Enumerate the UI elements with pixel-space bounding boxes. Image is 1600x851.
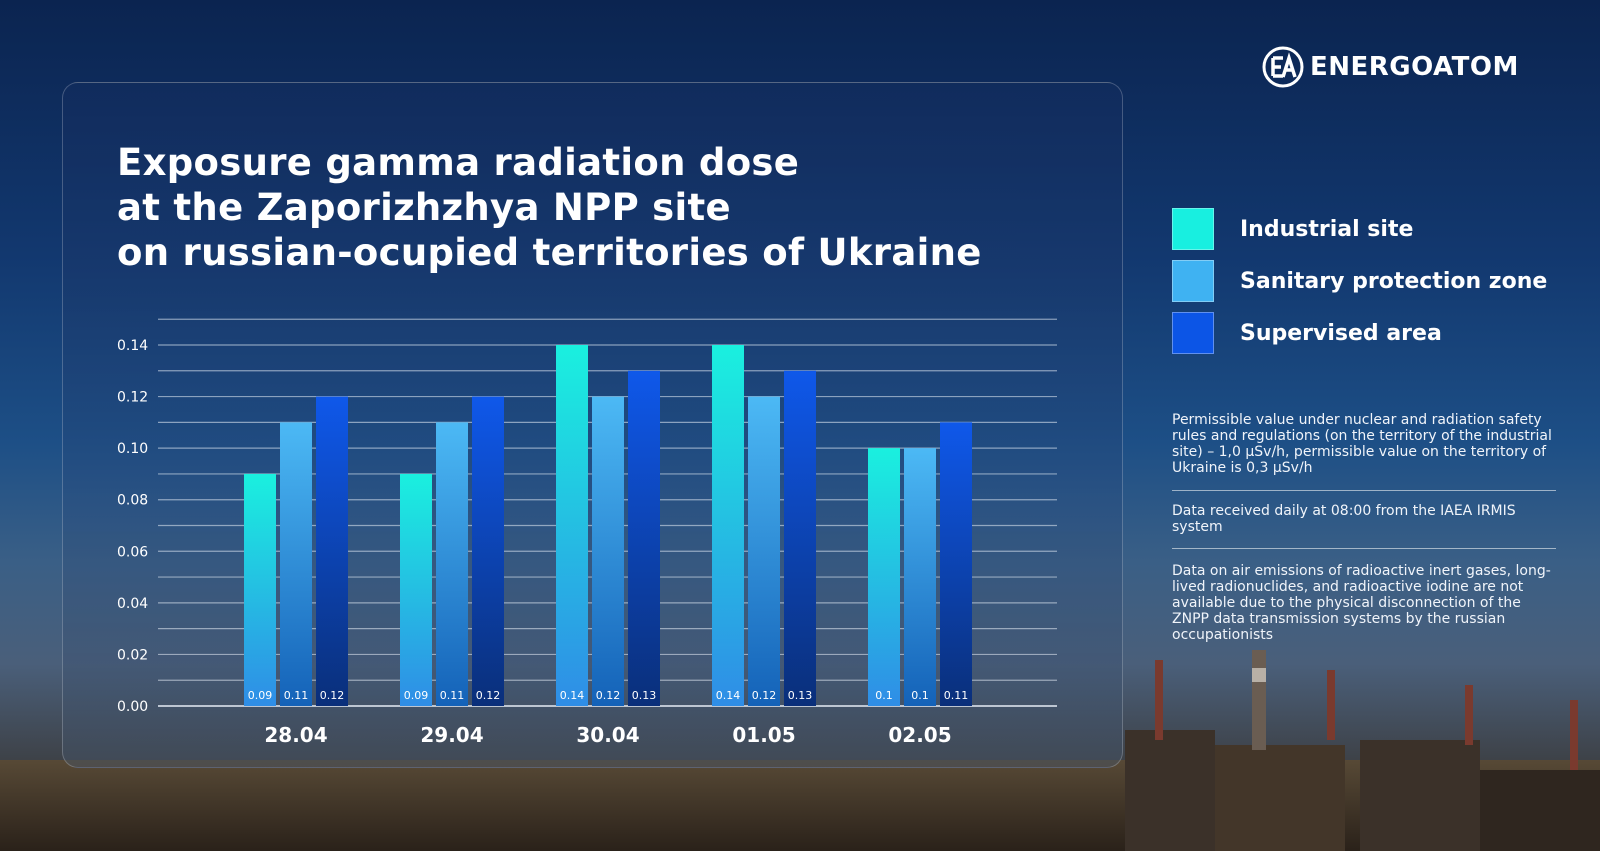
y-tick-label: 0.04 xyxy=(117,596,148,612)
x-axis-ticks: 28.04 29.04 30.04 01.05 02.05 xyxy=(264,723,951,747)
legend-label: Supervised area xyxy=(1240,321,1442,346)
y-tick-label: 0.00 xyxy=(117,699,148,715)
y-tick-label: 0.12 xyxy=(117,390,148,406)
y-tick-label: 0.02 xyxy=(117,647,148,663)
legend-item-sanitary-protection-zone: Sanitary protection zone xyxy=(1172,260,1552,304)
bar xyxy=(316,396,348,706)
brand-name: ENERGOATOM xyxy=(1310,52,1519,82)
legend-item-industrial-site: Industrial site xyxy=(1172,208,1552,252)
bar xyxy=(400,473,432,706)
bar-value-label: 0.12 xyxy=(752,689,777,702)
x-tick-label: 28.04 xyxy=(264,723,327,747)
bar-value-label: 0.13 xyxy=(788,689,813,702)
x-tick-label: 02.05 xyxy=(888,723,951,747)
bar-value-label: 0.11 xyxy=(944,689,969,702)
legend-label: Sanitary protection zone xyxy=(1240,269,1548,294)
y-tick-label: 0.14 xyxy=(117,338,148,354)
bar xyxy=(940,422,972,706)
chart-title-line: on russian-ocupied territories of Ukrain… xyxy=(117,231,982,274)
bar-value-label: 0.09 xyxy=(404,689,429,702)
y-axis-ticks: 0.00 0.02 0.04 0.06 0.08 0.10 0.12 0.14 xyxy=(117,338,148,715)
bar xyxy=(748,396,780,706)
bar xyxy=(628,370,660,706)
legend-item-supervised-area: Supervised area xyxy=(1172,312,1552,356)
bar-value-label: 0.09 xyxy=(248,689,273,702)
bar xyxy=(784,370,816,706)
x-tick-label: 01.05 xyxy=(732,723,795,747)
bar-value-label: 0.12 xyxy=(320,689,345,702)
bar xyxy=(556,345,588,706)
chart-title-line: Exposure gamma radiation dose xyxy=(117,141,800,184)
note-data-source: Data received daily at 08:00 from the IA… xyxy=(1172,503,1516,535)
bar-value-label: 0.11 xyxy=(440,689,465,702)
bar xyxy=(712,345,744,706)
chart-title: Exposure gamma radiation dose at the Zap… xyxy=(117,140,982,275)
y-tick-label: 0.10 xyxy=(117,441,148,457)
notes-divider xyxy=(1172,490,1556,491)
bar xyxy=(244,473,276,706)
legend-swatch-supervised-area xyxy=(1172,312,1214,354)
bar-value-label: 0.14 xyxy=(560,689,585,702)
bar-value-label: 0.1 xyxy=(911,689,929,702)
y-tick-label: 0.08 xyxy=(117,493,148,509)
legend-label: Industrial site xyxy=(1240,217,1414,242)
bar-value-label: 0.12 xyxy=(476,689,501,702)
bar-value-label: 0.1 xyxy=(875,689,893,702)
bar-value-label: 0.11 xyxy=(284,689,309,702)
note-emissions-unavailable: Data on air emissions of radioactive ine… xyxy=(1172,563,1551,643)
bar xyxy=(904,448,936,706)
chart-bars: 0.09 0.11 0.12 0.09 0.11 0.12 0.14 0.12 0.13 0.14… xyxy=(244,345,972,706)
bar-value-label: 0.13 xyxy=(632,689,657,702)
y-tick-label: 0.06 xyxy=(117,544,148,560)
x-tick-label: 29.04 xyxy=(420,723,483,747)
brand-logo: ENERGOATOM xyxy=(1262,46,1519,88)
bar-value-label: 0.12 xyxy=(596,689,621,702)
bar xyxy=(280,422,312,706)
bar xyxy=(592,396,624,706)
bar xyxy=(436,422,468,706)
energoatom-ea-logo-icon xyxy=(1262,46,1304,88)
note-permissible-value: Permissible value under nuclear and radi… xyxy=(1172,412,1552,476)
x-tick-label: 30.04 xyxy=(576,723,639,747)
bar-value-label: 0.14 xyxy=(716,689,741,702)
notes-divider xyxy=(1172,548,1556,549)
legend-swatch-sanitary-protection-zone xyxy=(1172,260,1214,302)
chart-title-line: at the Zaporizhzhya NPP site xyxy=(117,186,731,229)
bar xyxy=(472,396,504,706)
bar xyxy=(868,448,900,706)
legend-swatch-industrial-site xyxy=(1172,208,1214,250)
